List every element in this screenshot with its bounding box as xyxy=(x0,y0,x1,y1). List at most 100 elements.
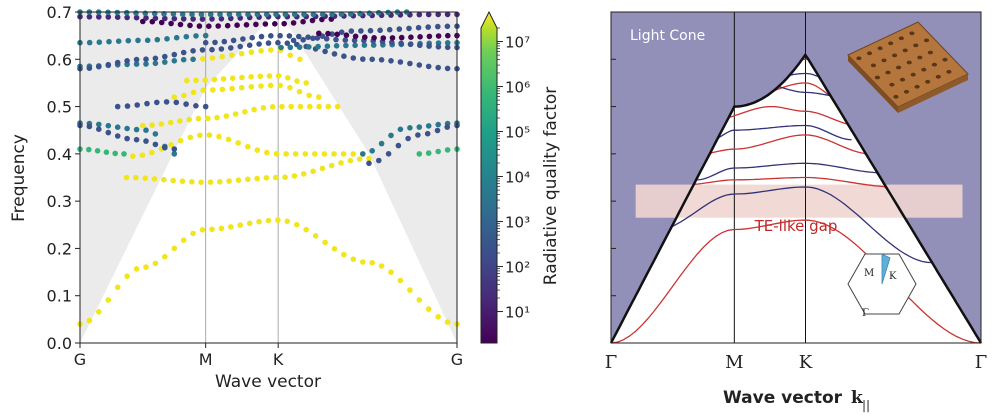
band-point xyxy=(256,218,262,225)
band-point xyxy=(105,61,112,68)
band-point xyxy=(416,62,423,68)
band-point xyxy=(96,39,103,45)
band-point xyxy=(133,174,139,181)
band-point xyxy=(190,56,196,63)
y-axis-ticks: 0.0 0.1 0.2 0.3 0.4 0.5 0.6 0.7 xyxy=(47,3,80,353)
band-point xyxy=(277,32,283,39)
band-point xyxy=(329,31,335,37)
band-point xyxy=(290,20,297,26)
band-point xyxy=(187,134,194,141)
band-point xyxy=(294,221,300,228)
band-point xyxy=(217,11,223,18)
band-point xyxy=(416,124,423,130)
band-point xyxy=(239,74,245,81)
band-line xyxy=(711,124,852,150)
band-point xyxy=(114,14,121,20)
band-point xyxy=(202,32,209,39)
slab-hole xyxy=(931,62,938,67)
slab-hole xyxy=(885,70,891,75)
band-point xyxy=(171,245,178,252)
band-point xyxy=(273,11,279,18)
slab-hole xyxy=(892,53,898,58)
band-point xyxy=(415,132,421,138)
band-point xyxy=(258,48,264,54)
band-point xyxy=(149,122,155,128)
slab-hole xyxy=(870,63,877,68)
band-point xyxy=(143,127,149,133)
band-point xyxy=(245,11,251,18)
band-point xyxy=(248,74,254,80)
band-point xyxy=(180,237,187,243)
band-point xyxy=(254,11,261,18)
band-point xyxy=(395,142,402,149)
band-point xyxy=(123,174,130,181)
band-point xyxy=(444,65,451,72)
band-point xyxy=(376,157,382,164)
band-point xyxy=(228,224,234,230)
band-point xyxy=(212,39,218,46)
band-point xyxy=(310,11,317,18)
band-point xyxy=(352,33,359,40)
band-point xyxy=(347,157,354,164)
band-point xyxy=(258,33,265,40)
band-point xyxy=(224,22,231,29)
band-point xyxy=(105,14,112,20)
y-tick-label: 0.2 xyxy=(47,239,72,258)
band-point xyxy=(322,239,328,246)
band-point xyxy=(158,121,165,127)
slab-hole xyxy=(881,58,887,63)
band-point xyxy=(380,35,387,41)
slab-hole xyxy=(927,50,934,55)
right-x-axis-symbol: k xyxy=(851,388,864,408)
y-axis-label: Frequency xyxy=(9,134,29,222)
band-point xyxy=(356,156,363,162)
slab-hole xyxy=(946,69,952,74)
band-point xyxy=(133,126,140,133)
band-point xyxy=(275,39,281,46)
band-point xyxy=(133,136,140,143)
band-point xyxy=(133,61,140,67)
x-tick-label: M xyxy=(199,350,213,369)
band-point xyxy=(86,39,93,46)
band-point xyxy=(173,99,180,106)
band-point xyxy=(291,11,298,18)
band-point xyxy=(267,82,274,89)
band-point xyxy=(179,11,186,17)
band-point xyxy=(202,77,208,83)
band-point xyxy=(398,40,404,47)
left-band-chart: 0.0 0.1 0.2 0.3 0.4 0.5 0.6 0.7 G M K G Wave vecto… xyxy=(9,3,561,392)
right-x-tick-label: Γ xyxy=(605,352,618,373)
band-point xyxy=(273,151,280,157)
band-point xyxy=(338,160,344,166)
band-point xyxy=(375,9,382,16)
band-point xyxy=(133,14,140,21)
slab-hole xyxy=(925,79,931,84)
band-point xyxy=(180,56,187,63)
band-point xyxy=(105,297,112,303)
band-point xyxy=(378,263,385,269)
y-tick-label: 0.5 xyxy=(47,98,72,117)
band-point xyxy=(206,132,213,138)
band-point xyxy=(405,135,411,142)
band-point xyxy=(366,10,373,16)
band-point xyxy=(168,142,174,148)
band-point xyxy=(234,22,240,29)
band-point xyxy=(186,116,192,123)
band-point xyxy=(218,46,225,52)
band-point xyxy=(125,37,132,44)
brillouin-zone-inset: M K Γ xyxy=(847,253,917,319)
band-point xyxy=(350,256,357,263)
band-point xyxy=(416,11,423,18)
band-point xyxy=(273,174,279,181)
band-point xyxy=(416,297,423,303)
band-point xyxy=(369,260,376,266)
band-point xyxy=(343,32,350,38)
band-point xyxy=(232,111,239,117)
band-point xyxy=(444,23,451,30)
band-point xyxy=(152,60,159,67)
band-point xyxy=(366,155,372,162)
band-line xyxy=(610,219,982,344)
band-point xyxy=(133,10,139,16)
band-point xyxy=(229,75,236,81)
band-point xyxy=(177,137,184,144)
